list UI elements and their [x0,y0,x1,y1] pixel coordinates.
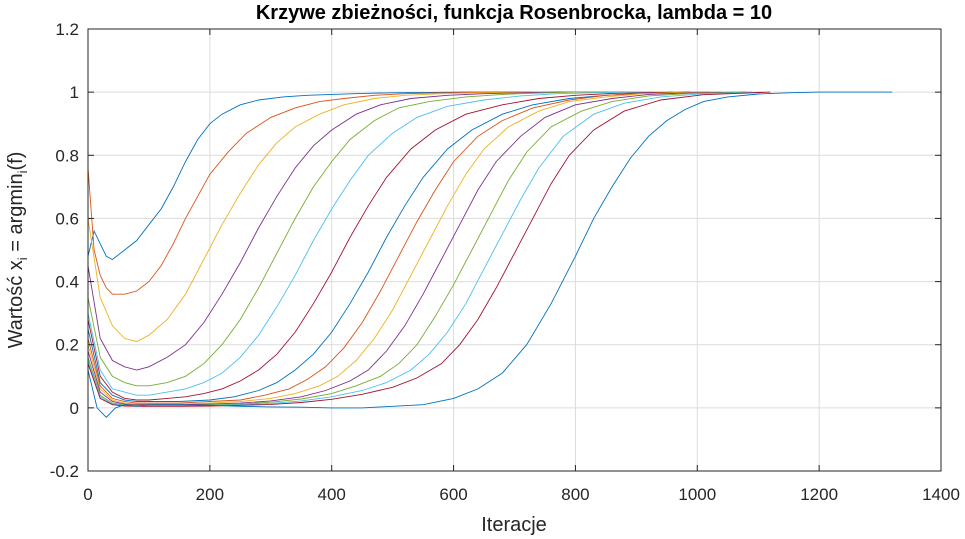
x-axis-label: Iteracje [481,514,547,536]
x-tick-label: 200 [196,485,224,504]
series-line-6 [87,91,673,396]
series-line-11 [87,91,747,406]
y-axis-label-sub2: i [15,170,30,173]
y-axis-label-mid: = argmin [5,173,27,257]
x-tick-label: 0 [83,485,92,504]
series-line-8 [87,91,710,402]
chart-title: Krzywe zbieżności, funkcja Rosenbrocka, … [256,2,772,24]
y-tick-label: -0.2 [50,462,79,481]
series-line-3 [87,91,625,343]
x-tick-label: 400 [318,485,346,504]
y-axis-label-main: Wartość x [5,260,27,348]
series-line-15 [87,91,893,418]
y-tick-label: 0.2 [55,336,79,355]
x-tick-label: 800 [561,485,589,504]
y-tick-label: 0.6 [55,209,79,228]
series-line-7 [87,91,692,401]
x-axis-ticks: 0 200 400 600 800 1000 1200 1400 [83,29,960,504]
y-tick-label: 0.4 [55,273,79,292]
y-axis-ticks: -0.2 0 0.2 0.4 0.6 0.8 1 1.2 [50,20,941,481]
plot-frame [87,28,942,472]
series-group [87,91,893,418]
y-axis-label: Wartość xi = argmini(f) [5,152,30,349]
series-line-10 [87,91,734,405]
series-line-9 [87,91,722,404]
y-tick-label: 1.2 [55,20,79,39]
y-tick-label: 0.8 [55,146,79,165]
y-tick-label: 0 [70,399,79,418]
series-line-1 [87,91,539,261]
y-axis-label-tail: (f) [5,152,27,171]
series-line-14 [87,91,771,407]
x-tick-label: 1400 [922,485,960,504]
x-tick-label: 600 [439,485,467,504]
series-line-5 [87,91,655,387]
series-line-4 [87,91,637,371]
x-tick-label: 1000 [678,485,716,504]
y-tick-label: 1 [70,83,79,102]
y-axis-label-sub1: i [15,257,30,260]
x-tick-label: 1200 [800,485,838,504]
series-line-2 [87,91,588,295]
